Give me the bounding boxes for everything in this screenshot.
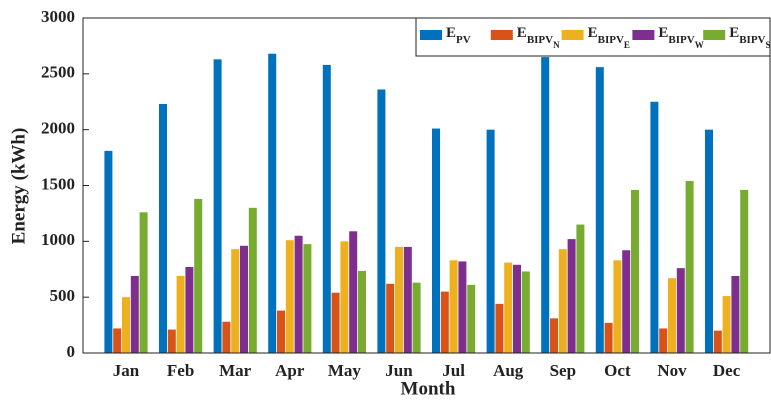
x-axis-title: Month bbox=[401, 378, 456, 399]
bar bbox=[386, 283, 395, 353]
x-tick-label: Aug bbox=[493, 361, 524, 380]
y-tick-label: 1500 bbox=[41, 174, 75, 193]
bar bbox=[668, 278, 676, 353]
bar bbox=[377, 89, 386, 353]
bar bbox=[521, 271, 530, 353]
bar bbox=[349, 231, 358, 353]
legend-label: EBIPVW bbox=[658, 25, 703, 50]
x-tick-label: Nov bbox=[657, 361, 687, 380]
x-tick-label: Apr bbox=[275, 361, 305, 380]
x-tick-label: Jul bbox=[442, 361, 465, 380]
y-tick-label: 2000 bbox=[41, 119, 75, 138]
bar bbox=[576, 224, 585, 353]
y-tick-label: 3000 bbox=[41, 7, 75, 26]
bar bbox=[685, 181, 694, 353]
bar bbox=[513, 264, 521, 353]
bar bbox=[659, 328, 668, 353]
bar bbox=[650, 101, 659, 353]
bar bbox=[303, 244, 312, 353]
bar bbox=[412, 282, 421, 353]
bar bbox=[185, 267, 194, 353]
bar bbox=[331, 292, 340, 353]
legend-swatch bbox=[561, 30, 584, 40]
y-tick-label: 0 bbox=[67, 342, 76, 361]
y-axis-title: Energy (kWh) bbox=[8, 128, 29, 245]
bar bbox=[740, 189, 749, 353]
y-tick-label: 500 bbox=[50, 286, 76, 305]
bar bbox=[722, 296, 731, 353]
bar bbox=[240, 245, 248, 353]
bar bbox=[604, 322, 613, 353]
bar bbox=[159, 103, 167, 353]
bar bbox=[486, 129, 495, 353]
bar bbox=[113, 328, 122, 353]
bar bbox=[248, 207, 257, 353]
bar bbox=[194, 198, 203, 353]
bar bbox=[458, 261, 467, 353]
bar bbox=[550, 318, 558, 353]
x-tick-label: Dec bbox=[713, 361, 741, 380]
bar bbox=[432, 128, 440, 353]
bar bbox=[504, 262, 513, 353]
x-tick-label: Jun bbox=[385, 361, 413, 380]
bar bbox=[340, 241, 349, 353]
bar bbox=[713, 330, 722, 353]
bar bbox=[705, 129, 713, 353]
bar bbox=[268, 53, 277, 353]
legend-label: EBIPVN bbox=[517, 25, 560, 50]
bar bbox=[176, 275, 185, 353]
bar bbox=[622, 250, 631, 353]
bar bbox=[676, 268, 685, 353]
x-tick-label: Oct bbox=[604, 361, 631, 380]
bar bbox=[495, 303, 504, 353]
bar bbox=[613, 260, 622, 353]
legend-label: EBIPVS bbox=[729, 25, 770, 50]
x-tick-label: May bbox=[328, 361, 362, 380]
bar bbox=[104, 150, 113, 353]
legend-label: EPV bbox=[446, 25, 471, 45]
bar bbox=[403, 246, 412, 353]
legend-swatch bbox=[703, 30, 726, 40]
x-tick-label: Feb bbox=[167, 361, 194, 380]
bar bbox=[558, 249, 567, 353]
y-tick-label: 2500 bbox=[41, 63, 75, 82]
bar bbox=[395, 246, 403, 353]
bar bbox=[294, 235, 303, 353]
y-tick-label: 1000 bbox=[41, 230, 75, 249]
bar bbox=[139, 212, 148, 353]
bar bbox=[449, 260, 458, 353]
bar bbox=[231, 249, 240, 353]
legend-swatch bbox=[420, 30, 442, 40]
bar bbox=[167, 329, 176, 353]
bar bbox=[222, 321, 231, 353]
bar bbox=[440, 291, 449, 353]
bar bbox=[122, 297, 130, 353]
x-tick-label: Mar bbox=[219, 361, 252, 380]
legend-label: EBIPVE bbox=[588, 25, 630, 50]
bar bbox=[285, 240, 294, 353]
legend-swatch bbox=[632, 30, 655, 40]
bar bbox=[213, 59, 222, 354]
bar bbox=[277, 310, 285, 353]
bar bbox=[631, 189, 639, 353]
legend-swatch bbox=[490, 30, 513, 40]
bar bbox=[731, 275, 740, 353]
bar bbox=[358, 270, 366, 353]
x-tick-label: Jan bbox=[113, 361, 140, 380]
bar bbox=[467, 284, 476, 353]
bar bbox=[130, 275, 139, 353]
bar bbox=[595, 67, 604, 353]
bar bbox=[541, 57, 550, 353]
x-tick-label: Sep bbox=[550, 361, 576, 380]
bar bbox=[322, 64, 331, 354]
legend: EPV EBIPVN EBIPVE EBIPVW EBIPVS bbox=[415, 17, 771, 57]
bar bbox=[567, 239, 576, 353]
